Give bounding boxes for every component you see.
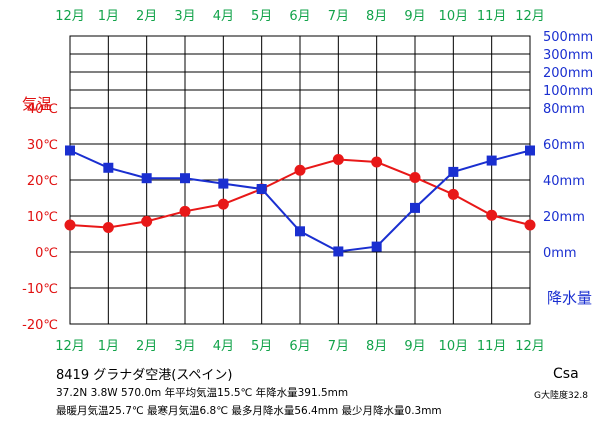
continentality-index: G大陸度32.8 bbox=[534, 391, 589, 401]
temperature-tick-label: 30℃ bbox=[27, 138, 58, 153]
month-label-bottom: 3月 bbox=[174, 339, 195, 354]
precipitation-point bbox=[371, 241, 382, 252]
month-labels-bottom: 12月 1月 2月 3月 4月 5月 6月 7月 8月 9月 10月 11月 12月 bbox=[55, 339, 545, 354]
month-label-top: 12月 bbox=[55, 9, 85, 24]
temperature-axis: 40℃ 30℃ 20℃ 10℃ 0℃ -10℃ -20℃ bbox=[22, 102, 58, 333]
month-label-top: 3月 bbox=[174, 9, 195, 24]
precipitation-tick-label: 300mm bbox=[543, 48, 593, 63]
precipitation-point bbox=[180, 173, 190, 184]
month-label-bottom: 11月 bbox=[477, 339, 507, 354]
month-label-top: 2月 bbox=[136, 9, 157, 24]
month-label-top: 7月 bbox=[328, 9, 349, 24]
precipitation-point bbox=[525, 145, 535, 156]
precipitation-point bbox=[65, 145, 75, 156]
precipitation-point bbox=[141, 173, 152, 184]
precipitation-tick-label: 100mm bbox=[543, 84, 593, 99]
temperature-point bbox=[486, 209, 498, 221]
precipitation-point bbox=[333, 246, 344, 257]
precipitation-point bbox=[410, 202, 420, 213]
precipitation-tick-label: 500mm bbox=[543, 30, 593, 45]
temperature-tick-label: 40℃ bbox=[27, 102, 58, 117]
month-label-top: 4月 bbox=[213, 9, 234, 24]
station-summary: 37.2N 3.8W 570.0m 年平均気温15.5℃ 年降水量391.5mm bbox=[56, 387, 349, 399]
month-label-top: 8月 bbox=[366, 9, 387, 24]
month-label-bottom: 12月 bbox=[515, 339, 545, 354]
month-label-bottom: 9月 bbox=[404, 339, 425, 354]
month-label-bottom: 7月 bbox=[328, 339, 349, 354]
temperature-point bbox=[141, 215, 153, 227]
koppen-climate-class: Csa bbox=[553, 366, 579, 382]
precipitation-point bbox=[103, 162, 114, 173]
chart-grid bbox=[70, 36, 530, 325]
temperature-tick-label: -10℃ bbox=[22, 282, 58, 297]
precipitation-axis-title: 降水量 bbox=[547, 289, 592, 307]
month-label-bottom: 6月 bbox=[289, 339, 310, 354]
temperature-point bbox=[371, 156, 383, 168]
month-label-bottom: 8月 bbox=[366, 339, 387, 354]
precipitation-tick-label: 40mm bbox=[543, 174, 585, 189]
precipitation-point bbox=[256, 184, 267, 194]
month-label-bottom: 10月 bbox=[439, 339, 469, 354]
temperature-tick-label: -20℃ bbox=[22, 318, 58, 333]
precipitation-point bbox=[218, 178, 229, 189]
temperature-point bbox=[447, 188, 459, 200]
month-label-bottom: 5月 bbox=[251, 339, 272, 354]
chart-series bbox=[64, 145, 536, 257]
temperature-point bbox=[64, 219, 76, 231]
month-label-top: 1月 bbox=[98, 9, 119, 24]
temperature-point bbox=[294, 164, 306, 176]
month-label-top: 5月 bbox=[251, 9, 272, 24]
month-labels-top: 12月 1月 2月 3月 4月 5月 6月 7月 8月 9月 10月 11月 12月 bbox=[55, 9, 545, 24]
month-label-bottom: 2月 bbox=[136, 339, 157, 354]
month-label-bottom: 1月 bbox=[98, 339, 119, 354]
month-label-bottom: 12月 bbox=[55, 339, 85, 354]
temperature-tick-label: 0℃ bbox=[35, 246, 58, 261]
temperature-point bbox=[409, 171, 421, 183]
station-extremes: 最暖月気温25.7℃ 最寒月気温6.8℃ 最多月降水量56.4mm 最少月降水量… bbox=[56, 405, 442, 417]
precipitation-axis: 500mm 300mm 200mm 100mm 80mm 60mm 40mm 20mm 0mm bbox=[543, 30, 593, 261]
temperature-point bbox=[217, 198, 229, 210]
month-label-bottom: 4月 bbox=[213, 339, 234, 354]
precipitation-tick-label: 20mm bbox=[543, 210, 585, 225]
month-label-top: 11月 bbox=[477, 9, 507, 24]
month-label-top: 10月 bbox=[439, 9, 469, 24]
precipitation-tick-label: 60mm bbox=[543, 138, 585, 153]
temperature-point bbox=[524, 219, 536, 231]
precipitation-point bbox=[486, 155, 497, 166]
temperature-point bbox=[332, 153, 344, 165]
station-name: 8419 グラナダ空港(スペイン) bbox=[56, 368, 233, 383]
precipitation-tick-label: 200mm bbox=[543, 66, 593, 81]
precipitation-point bbox=[448, 166, 459, 177]
month-label-top: 9月 bbox=[404, 9, 425, 24]
precipitation-tick-label: 0mm bbox=[543, 246, 577, 261]
precipitation-point bbox=[295, 226, 305, 237]
temperature-tick-label: 20℃ bbox=[27, 174, 58, 189]
month-label-top: 12月 bbox=[515, 9, 545, 24]
temperature-point bbox=[102, 222, 114, 234]
temperature-tick-label: 10℃ bbox=[27, 210, 58, 225]
temperature-axis-title: 気温 bbox=[22, 95, 52, 113]
month-label-top: 6月 bbox=[289, 9, 310, 24]
precipitation-tick-label: 80mm bbox=[543, 102, 585, 117]
temperature-point bbox=[179, 205, 191, 217]
